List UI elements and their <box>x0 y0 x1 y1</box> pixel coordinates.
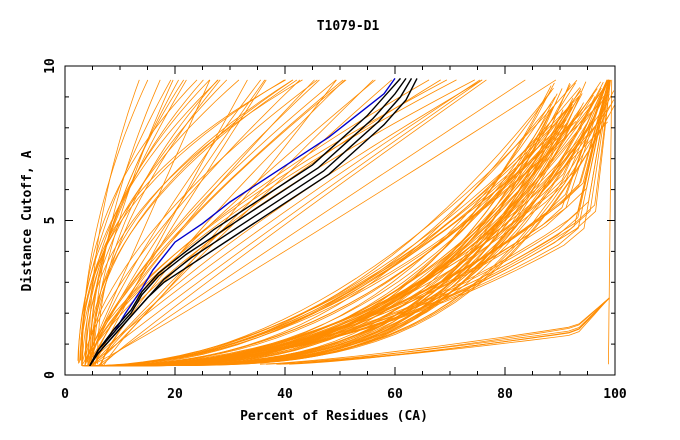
orange-curve-26 <box>77 79 172 361</box>
orange-curve-138 <box>96 79 610 367</box>
orange-curve-36 <box>90 79 483 367</box>
orange-model-curves <box>77 79 615 367</box>
orange-curve-30 <box>97 79 526 367</box>
series-line-4-black <box>89 77 402 367</box>
orange-curve-14 <box>84 79 318 366</box>
orange-curve-145 <box>259 297 610 365</box>
x-tick-label: 80 <box>497 387 513 402</box>
x-tick-label: 20 <box>167 387 183 402</box>
orange-curve-22 <box>89 79 204 362</box>
orange-curve-44 <box>84 79 344 366</box>
orange-curve-49 <box>88 79 457 366</box>
axis-ticks: 0 20 40 60 80 100 0 5 10 <box>43 58 627 402</box>
highlighted-model-curves <box>89 77 418 367</box>
series-line-3-black <box>89 78 418 367</box>
orange-curve-27 <box>82 79 301 361</box>
x-tick-label: 0 <box>61 387 69 402</box>
x-tick-label: 60 <box>387 387 403 402</box>
orange-curve-98 <box>92 93 610 367</box>
orange-curve-94 <box>95 123 567 367</box>
y-tick-label: 0 <box>43 371 58 379</box>
x-axis-label: Percent of Residues (CA) <box>240 409 428 424</box>
orange-curve-116 <box>87 87 581 367</box>
orange-curve-8 <box>79 79 187 363</box>
orange-curve-141 <box>279 297 610 365</box>
y-axis-label: Distance Cutoff, A <box>20 150 35 291</box>
orange-curve-53 <box>98 103 552 367</box>
series-line-1-black <box>89 77 407 367</box>
orange-curve-29 <box>91 79 293 360</box>
orange-curve-136 <box>99 79 611 367</box>
orange-curve-28 <box>84 79 211 364</box>
y-tick-label: 10 <box>43 58 58 74</box>
orange-curve-146 <box>608 79 613 365</box>
orange-curve-139 <box>104 79 611 367</box>
y-tick-label: 5 <box>43 217 58 225</box>
orange-curve-132 <box>98 79 608 367</box>
orange-curve-143 <box>266 297 610 365</box>
orange-curve-48 <box>91 79 557 367</box>
orange-curve-144 <box>289 297 610 365</box>
orange-curve-38 <box>84 79 448 366</box>
orange-curve-60 <box>85 81 609 367</box>
orange-curve-131 <box>97 79 610 367</box>
orange-curve-24 <box>79 79 240 361</box>
orange-curve-46 <box>87 79 430 366</box>
orange-curve-137 <box>106 79 608 367</box>
orange-curve-19 <box>85 79 228 364</box>
orange-curve-142 <box>276 297 610 365</box>
orange-curve-119 <box>101 109 564 367</box>
orange-curve-37 <box>91 79 374 366</box>
orange-curve-39 <box>100 79 441 366</box>
x-tick-label: 40 <box>277 387 293 402</box>
orange-curve-47 <box>89 79 337 366</box>
orange-curve-11 <box>87 79 298 366</box>
chart-title: T1079-D1 <box>317 19 380 34</box>
orange-curve-16 <box>81 79 179 365</box>
orange-curve-45 <box>100 79 487 367</box>
x-tick-label: 100 <box>603 387 627 402</box>
orange-curve-135 <box>89 79 609 367</box>
orange-curve-32 <box>98 79 483 366</box>
orange-curve-117 <box>87 87 554 367</box>
